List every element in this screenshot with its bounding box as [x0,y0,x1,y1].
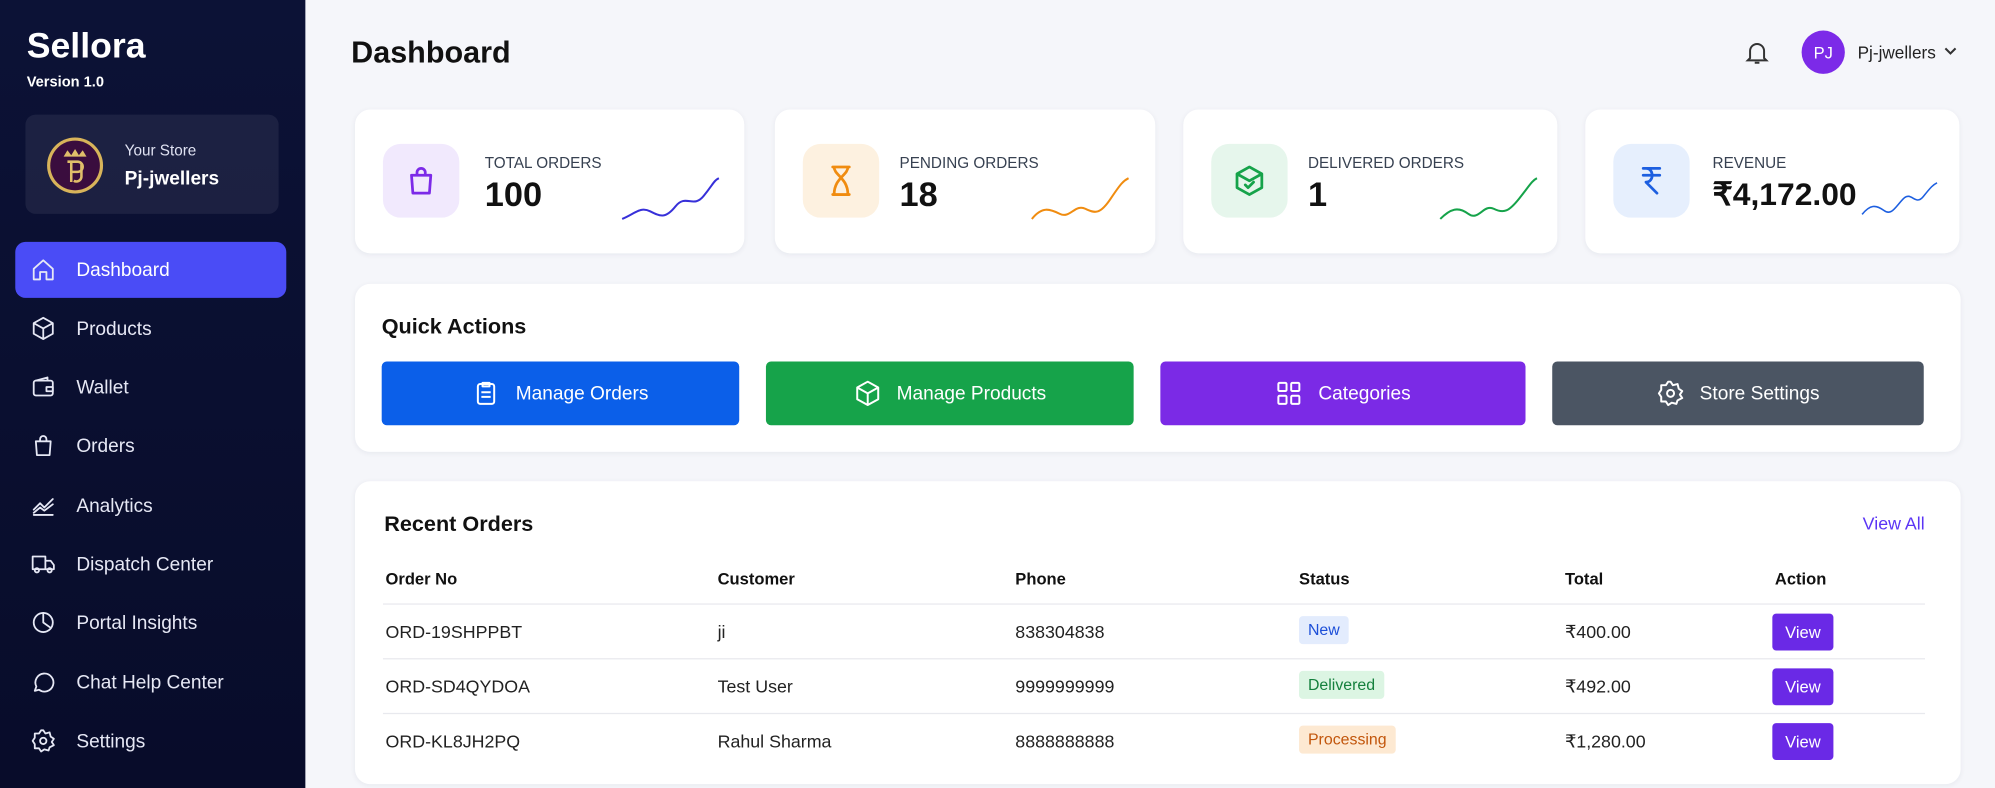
sparkline [1439,177,1538,220]
column-header: Phone [1015,569,1066,589]
user-name[interactable]: Pj-jwellers [1857,43,1936,63]
brand: Sellora [26,25,146,65]
sparkline [621,177,720,220]
page-title: Dashboard [351,35,511,71]
row-divider [382,712,1926,715]
stat-icon [382,143,460,218]
nav-item[interactable]: Chat Help Center [15,654,286,710]
row-divider [382,603,1926,605]
stat-icon [802,143,880,218]
chevron[interactable] [1944,47,1957,57]
action-button[interactable]: Categories [1160,361,1526,426]
stat-value: 18 [899,175,938,214]
nav-item[interactable]: Wallet [15,359,286,415]
stat-card: REVENUE ₹4,172.00 [1585,109,1960,254]
nav-label: Analytics [76,494,153,517]
status-badge: New [1299,616,1349,645]
cell: ₹400.00 [1564,621,1631,642]
nav-item[interactable]: Analytics [15,477,286,533]
nav-item[interactable]: Orders [15,418,286,474]
stat-value: 100 [484,175,543,214]
nav-item[interactable]: Settings [15,713,286,769]
row-divider [382,658,1926,660]
button-label: Store Settings [1699,382,1820,405]
stat-value: ₹4,172.00 [1712,176,1857,213]
nav-item[interactable]: Dispatch Center [15,536,286,592]
cell: ORD-KL8JH2PQ [385,730,521,752]
action-button[interactable]: Manage Orders [381,361,740,426]
nav-label: Portal Insights [76,611,198,634]
nav-label: Wallet [76,376,129,398]
column-header: Customer [717,569,795,589]
cell: ORD-SD4QYDOA [385,675,531,697]
recent-orders: Recent Orders View All Order No Customer P… [354,481,1961,785]
store-name: Pj-jwellers [124,168,220,190]
cell: Rahul Sharma [717,730,832,752]
cell: 8888888888 [1015,730,1115,752]
nav-item[interactable]: Portal Insights [15,595,286,651]
column-header: Action [1774,569,1827,589]
view-all-link[interactable]: View All [1862,513,1925,534]
button-label: Manage Orders [515,382,649,405]
column-header: Status [1299,569,1350,589]
stat-value: 1 [1307,175,1328,214]
cell: 838304838 [1015,621,1105,642]
sparkline [1861,182,1938,215]
store-card: Your Store Pj-jwellers [25,114,279,214]
section-title: Recent Orders [384,511,534,536]
stat-icon [1613,143,1690,218]
nav-item[interactable]: Dashboard [15,241,287,298]
cell: ₹492.00 [1564,675,1631,697]
sparkline [1031,177,1130,220]
cell: ORD-19SHPPBT [385,621,523,642]
view-button[interactable]: View [1772,723,1834,760]
cell: ₹1,280.00 [1564,730,1646,752]
nav-label: Dispatch Center [76,553,214,575]
button-label: Categories [1318,382,1411,405]
store-label: Your Store [124,141,197,160]
button-label: Manage Products [896,382,1047,405]
stat-label: DELIVERED ORDERS [1307,154,1465,172]
section-title: Quick Actions [381,314,527,339]
nav-label: Orders [76,434,135,457]
action-button[interactable]: Manage Products [765,361,1134,426]
stat-label: PENDING ORDERS [899,154,1039,172]
view-button[interactable]: View [1772,668,1834,706]
nav-label: Products [76,317,152,340]
stat-card: DELIVERED ORDERS 1 [1183,109,1558,254]
cell: Test User [717,675,793,697]
nav-label: Settings [76,730,146,752]
quick-actions: Quick Actions Manage Orders Manage Produ… [354,283,1961,452]
cell: ji [717,621,726,642]
action-button[interactable]: Store Settings [1552,361,1924,426]
nav-label: Dashboard [76,259,170,281]
nav-label: Chat Help Center [76,671,224,694]
stat-card: TOTAL ORDERS 100 [354,109,745,254]
notification-bell[interactable] [1743,38,1771,66]
stat-icon [1211,143,1288,218]
version: Version 1.0 [26,75,104,91]
stat-label: TOTAL ORDERS [484,154,602,172]
avatar[interactable]: PJ [1801,30,1845,74]
column-header: Total [1564,569,1604,589]
status-badge: Processing [1299,725,1396,754]
stat-label: REVENUE [1712,154,1787,172]
stat-card: PENDING ORDERS 18 [774,109,1156,254]
cell: 9999999999 [1015,675,1115,697]
store-logo [47,137,104,194]
column-header: Order No [385,569,458,589]
view-button[interactable]: View [1772,613,1834,651]
nav-item[interactable]: Products [15,300,286,356]
sidebar: Sellora Version 1.0 Your Store Pj-jwelle… [0,0,306,788]
status-badge: Delivered [1299,670,1385,699]
